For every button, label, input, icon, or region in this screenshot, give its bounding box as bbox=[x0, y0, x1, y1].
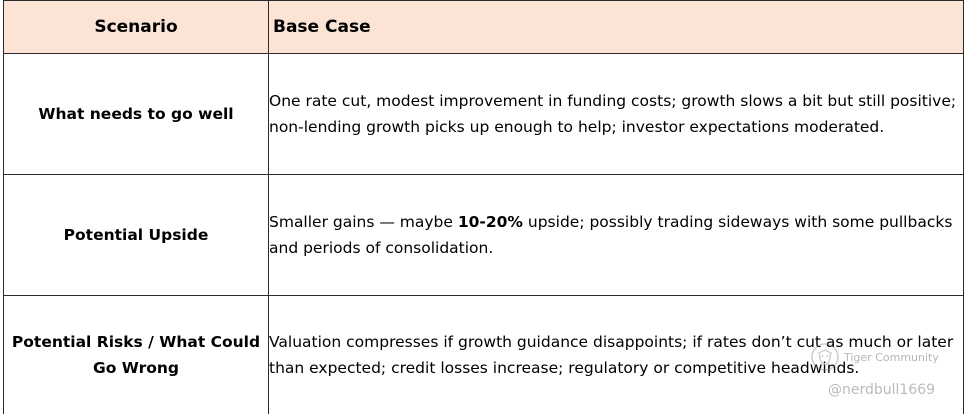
upside-percent: 10-20% bbox=[457, 213, 523, 231]
table-header-row: Scenario Base Case bbox=[3, 0, 964, 54]
row-label-potential-risks: Potential Risks / What Could Go Wrong bbox=[3, 295, 269, 414]
row-label-potential-upside: Potential Upside bbox=[3, 174, 269, 296]
table-row: Potential Upside Smaller gains — maybe 1… bbox=[3, 174, 964, 296]
header-base-case: Base Case bbox=[268, 0, 964, 54]
scenario-table: Scenario Base Case What needs to go well… bbox=[3, 0, 964, 414]
row-text-potential-upside: Smaller gains — maybe 10-20% upside; pos… bbox=[268, 174, 964, 296]
table-row: Potential Risks / What Could Go Wrong Va… bbox=[3, 295, 964, 414]
upside-text-start: Smaller gains — maybe bbox=[269, 213, 458, 231]
row-text-potential-risks: Valuation compresses if growth guidance … bbox=[268, 295, 964, 414]
upside-text-end: upside; possibly trading sideways with s… bbox=[269, 213, 953, 257]
row-text-what-needs-to-go-well: One rate cut, modest improvement in fund… bbox=[268, 53, 964, 175]
table-row: What needs to go well One rate cut, mode… bbox=[3, 53, 964, 175]
header-scenario: Scenario bbox=[3, 0, 269, 54]
row-label-what-needs-to-go-well: What needs to go well bbox=[3, 53, 269, 175]
